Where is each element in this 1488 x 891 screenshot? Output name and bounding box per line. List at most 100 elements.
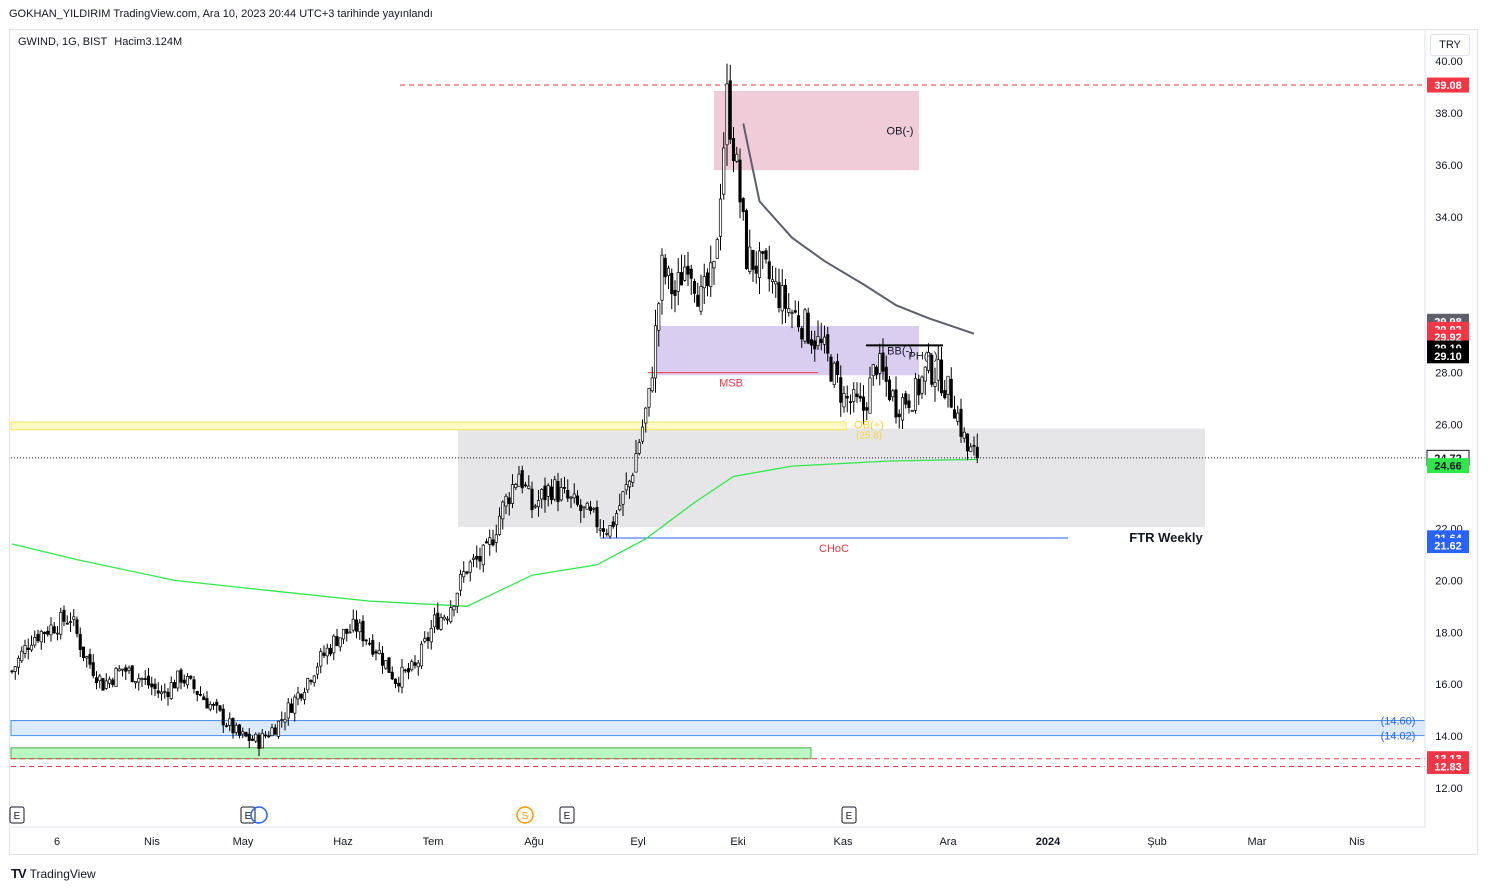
msb-label: MSB [719, 378, 743, 390]
candle-body [189, 675, 193, 679]
candle-body [328, 647, 333, 655]
candle-body [361, 620, 365, 642]
ma-fast-line [742, 123, 975, 335]
candle-body [94, 677, 99, 684]
candle-body [634, 453, 638, 473]
candle-body [637, 442, 641, 454]
candle-body [462, 571, 466, 578]
candle-body [962, 431, 966, 439]
dividend-marker-icon [516, 806, 534, 824]
candle-body [842, 393, 846, 408]
candle-body [254, 733, 258, 742]
candle-body [705, 272, 710, 287]
price-tag-bg [1427, 348, 1469, 364]
candle-body [644, 407, 648, 424]
y-tick-label: 20.00 [1435, 575, 1463, 587]
support-green-zone [10, 747, 812, 760]
candle-body [354, 619, 359, 632]
candle-body [874, 366, 879, 376]
earnings-marker-icon [9, 806, 25, 824]
candle-body [289, 703, 294, 713]
candle-body [813, 340, 817, 350]
candle-body [683, 266, 687, 281]
candle-body [491, 539, 495, 546]
candle-body [68, 621, 73, 623]
candle-body [809, 339, 814, 346]
candle-body [709, 262, 713, 287]
candle-body [696, 294, 700, 307]
price-tag-bg [1427, 458, 1469, 474]
earnings-marker-label: E [245, 811, 252, 822]
annotations-layer: OB(-) BB(-) FTR Weekly MSB PH(+) CHoC OB(+)(25… [719, 126, 1415, 743]
time-axis: 6 Nis May Haz Tem Ağu Eyl Eki Kas Ara 2024 Şub Mar Ni… [9, 806, 1425, 848]
candle-body [523, 484, 528, 487]
candle-body [923, 366, 927, 382]
candle-body [150, 683, 154, 688]
candle-body [159, 691, 164, 695]
candle-body [445, 618, 450, 621]
candle-body [192, 679, 196, 690]
candle-body [120, 668, 125, 671]
x-tick-label: Mar [1248, 836, 1267, 848]
candle-body [839, 377, 843, 403]
candle-body [520, 470, 524, 489]
price-tag-bg [1427, 77, 1469, 93]
candle-body [114, 668, 118, 687]
candle-body [410, 661, 414, 671]
candle-body [195, 691, 199, 695]
candle-body [738, 159, 742, 203]
candle-body [852, 389, 856, 402]
candle-body [432, 614, 437, 628]
candle-body [533, 505, 537, 508]
earnings-marker-icon [559, 806, 575, 824]
candle-body [26, 647, 30, 650]
candle-body [566, 490, 570, 499]
candle-body [449, 607, 453, 623]
candle-body [29, 644, 34, 651]
candle-body [965, 433, 970, 452]
candle-body [787, 308, 791, 313]
zones-layer [10, 91, 1426, 760]
tradingview-logo-icon: TV [11, 866, 27, 881]
candle-body [322, 652, 326, 656]
candle-body [569, 496, 573, 499]
candle-body [871, 364, 875, 377]
ma-slow-line [11, 458, 978, 607]
candle-body [221, 708, 225, 726]
candle-body [891, 390, 895, 398]
candle-body [452, 605, 456, 611]
candle-body [127, 667, 131, 671]
symbol-legend: GWIND, 1G, BIST Hacim3.124M [18, 36, 186, 48]
candle-body [241, 731, 245, 735]
price-tag-label: 24.66 [1434, 461, 1462, 473]
candle-body [101, 678, 105, 691]
candle-body [458, 574, 463, 591]
candle-body [816, 336, 820, 347]
footer-brand[interactable]: TV TradingView [11, 866, 96, 881]
currency-button[interactable]: TRY [1430, 34, 1470, 56]
y-tick-label: 28.00 [1435, 368, 1463, 380]
candle-body [270, 727, 274, 736]
candle-body [780, 285, 784, 312]
candle-body [670, 272, 674, 295]
candle-body [20, 650, 24, 662]
candle-body [904, 393, 908, 405]
candle-body [413, 662, 417, 666]
candle-body [822, 336, 827, 345]
candles-layer [10, 63, 979, 757]
candle-body [858, 395, 862, 399]
y-tick-label: 36.00 [1435, 160, 1463, 172]
candle-body [673, 289, 677, 296]
ph-label: PH(+) [908, 350, 937, 362]
candle-body [806, 312, 810, 344]
candle-body [829, 356, 833, 382]
candle-body [631, 475, 635, 483]
candle-body [416, 662, 420, 668]
candle-body [172, 682, 177, 689]
candle-body [198, 693, 203, 696]
candle-body [335, 636, 339, 646]
candle-body [731, 137, 736, 162]
candle-body [384, 660, 388, 669]
x-tick-label: Haz [333, 836, 353, 848]
